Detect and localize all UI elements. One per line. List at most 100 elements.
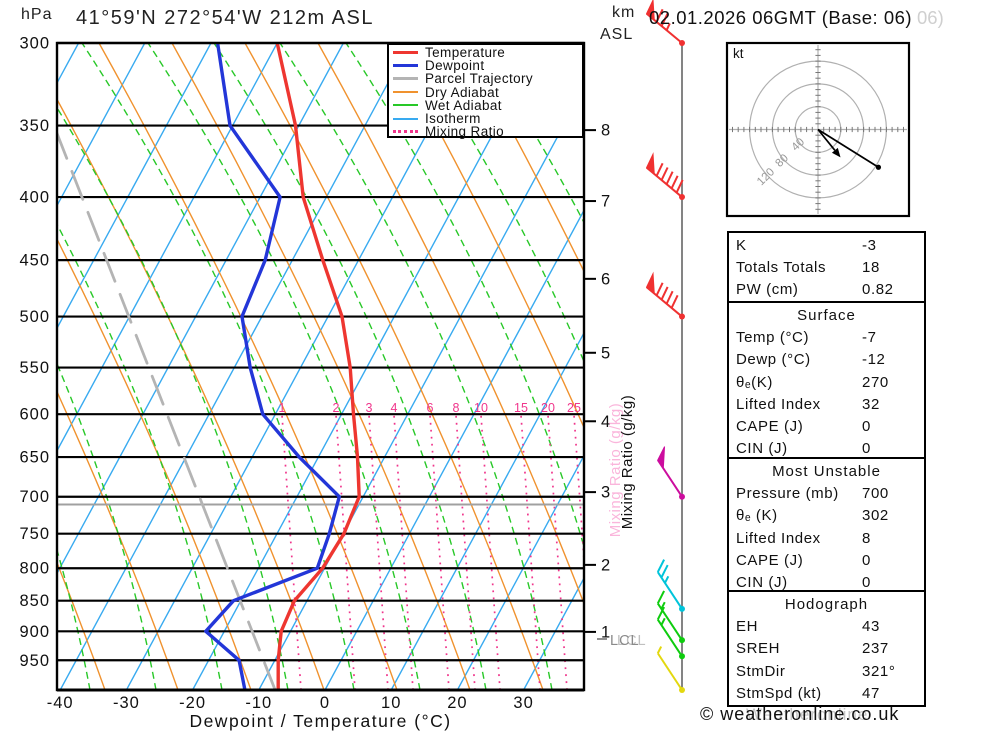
table-row-label: EH <box>736 618 759 636</box>
dewpoint-curve <box>204 43 341 690</box>
wind-barb-stem <box>656 602 683 641</box>
table-row-label: Temp (°C) <box>736 329 810 347</box>
legend: Temperature Dewpoint Parcel Trajectory D… <box>387 43 584 138</box>
wind-barb-full-tick <box>665 290 674 305</box>
pressure-axis-unit: hPa <box>21 6 53 23</box>
table-row-value: 8 <box>862 529 871 547</box>
wind-barb-full-tick <box>656 606 665 621</box>
mixing-axis-label: Mixing Ratio (g/kg) <box>619 395 636 530</box>
pressure-tick-label: 900 <box>19 623 50 641</box>
copyright-link[interactable]: © weatheronline.co.uk <box>700 704 900 724</box>
wind-barb <box>645 152 685 201</box>
hodograph-trace <box>817 128 879 168</box>
table-row-value: 0 <box>862 440 871 458</box>
wind-barb-full-tick <box>660 167 669 181</box>
table-row-label: K <box>736 237 747 254</box>
wind-barb <box>645 0 685 46</box>
lcl-label: LCL <box>610 633 640 649</box>
legend-item-temperature: Temperature <box>393 46 582 59</box>
table-row-label: Lifted Index <box>736 529 821 547</box>
dry-adiabat-line-sample <box>393 91 418 94</box>
wet-adiabat-line <box>57 106 289 690</box>
table-row: Lifted Index 32 <box>729 394 924 416</box>
wet-adiabat-line <box>279 43 553 690</box>
isotherm-line <box>57 43 212 330</box>
km-tick-label: 1 <box>601 623 610 641</box>
temp-tick-label: -40 <box>47 694 74 712</box>
table-row-value: -3 <box>862 237 877 254</box>
table-row-label: Pressure (mb) <box>736 485 839 503</box>
wet-adiabat-line <box>57 222 223 690</box>
km-tick-label: 4 <box>601 413 610 431</box>
legend-item-wet-adiabat: Wet Adiabat <box>393 99 582 112</box>
temp-tick-label: -10 <box>245 694 272 712</box>
wind-barb-full-tick <box>660 13 669 27</box>
table-row-value: 0 <box>862 551 871 569</box>
wind-barb-pennant <box>645 271 655 295</box>
wet-adiabat-line <box>147 43 421 690</box>
date-watermark-echo: 06) <box>917 7 944 28</box>
isotherm-line-sample <box>393 117 418 120</box>
table-row-label: StmDir <box>736 662 786 680</box>
legend-item-dry-adiabat: Dry Adiabat <box>393 85 582 99</box>
table-row-label: SREH <box>736 640 781 658</box>
table-row: StmDir 321° <box>729 661 924 683</box>
table-row-label: θₑ(K) <box>736 373 773 391</box>
table-row: CAPE (J) 0 <box>729 550 924 572</box>
km-tick-label: 6 <box>601 270 610 288</box>
table-row: CAPE (J) 0 <box>729 416 924 438</box>
table-row: Pressure (mb) 700 <box>729 483 924 505</box>
wet-adiabat-line <box>81 43 355 690</box>
databox-most-unstable: Most Unstable Pressure (mb) 700 θₑ (K) 302 Li… <box>727 457 926 597</box>
wind-barb-half-tick <box>665 23 671 31</box>
table-row-label: Lifted Index <box>736 395 821 413</box>
pressure-tick-label: 950 <box>19 652 50 670</box>
wind-barb-half-tick <box>656 646 663 654</box>
wind-barb-half-tick <box>660 617 666 626</box>
table-row-value: -7 <box>862 329 877 347</box>
pressure-tick-label: 300 <box>19 35 50 53</box>
wind-barb-half-tick <box>664 575 670 584</box>
table-row: SREH 237 <box>729 638 924 660</box>
wind-barb-stem <box>656 652 683 691</box>
storm-motion-vector <box>817 128 836 151</box>
databox-indices: K -3 Totals Totals 18 PW (cm) 0.82 <box>727 231 926 304</box>
wind-barb-pennant <box>657 446 666 470</box>
table-row-label: CIN (J) <box>736 573 788 591</box>
mixing-ratio-label: 6 <box>427 401 434 415</box>
pressure-tick-label: 500 <box>19 308 50 326</box>
isotherm-line <box>57 43 146 208</box>
wind-barb <box>645 271 685 320</box>
table-row: θₑ(K) 270 <box>729 372 924 394</box>
table-row-value: 0 <box>862 417 871 435</box>
pressure-tick-label: 650 <box>19 449 50 467</box>
wet-adiabat-line <box>213 43 487 690</box>
altitude-axis-unit-km: km <box>612 4 636 21</box>
table-row-value: 700 <box>862 485 889 503</box>
table-row-label: StmSpd (kt) <box>736 684 822 702</box>
table-row-value: 237 <box>862 640 889 658</box>
databox-title: Surface <box>797 307 856 324</box>
table-row: CIN (J) 0 <box>729 572 924 594</box>
table-row-value: 321° <box>862 662 896 680</box>
dry-adiabat-line <box>390 43 584 430</box>
wind-barb-full-tick <box>670 294 679 309</box>
databox-title: Hodograph <box>784 596 869 613</box>
wet-adiabat-line-sample <box>393 104 418 107</box>
mixing-ratio-label: 1 <box>279 401 286 415</box>
wind-barb-stem <box>656 619 683 657</box>
table-row-value: 43 <box>862 618 880 636</box>
km-tick-label: 7 <box>601 193 610 211</box>
mixing-ratio-label: 20 <box>541 401 555 415</box>
table-row: PW (cm) 0.82 <box>729 279 924 301</box>
pressure-tick-label: 450 <box>19 252 50 270</box>
km-tick-label: 5 <box>601 344 610 362</box>
wind-barb <box>656 646 685 693</box>
hodograph-unit-label: kt <box>733 46 744 61</box>
temp-tick-label: 30 <box>513 694 533 712</box>
table-row: Totals Totals 18 <box>729 257 924 279</box>
mixing-axis-label-echo: Mixing Ratio (g/kg) <box>607 403 624 538</box>
